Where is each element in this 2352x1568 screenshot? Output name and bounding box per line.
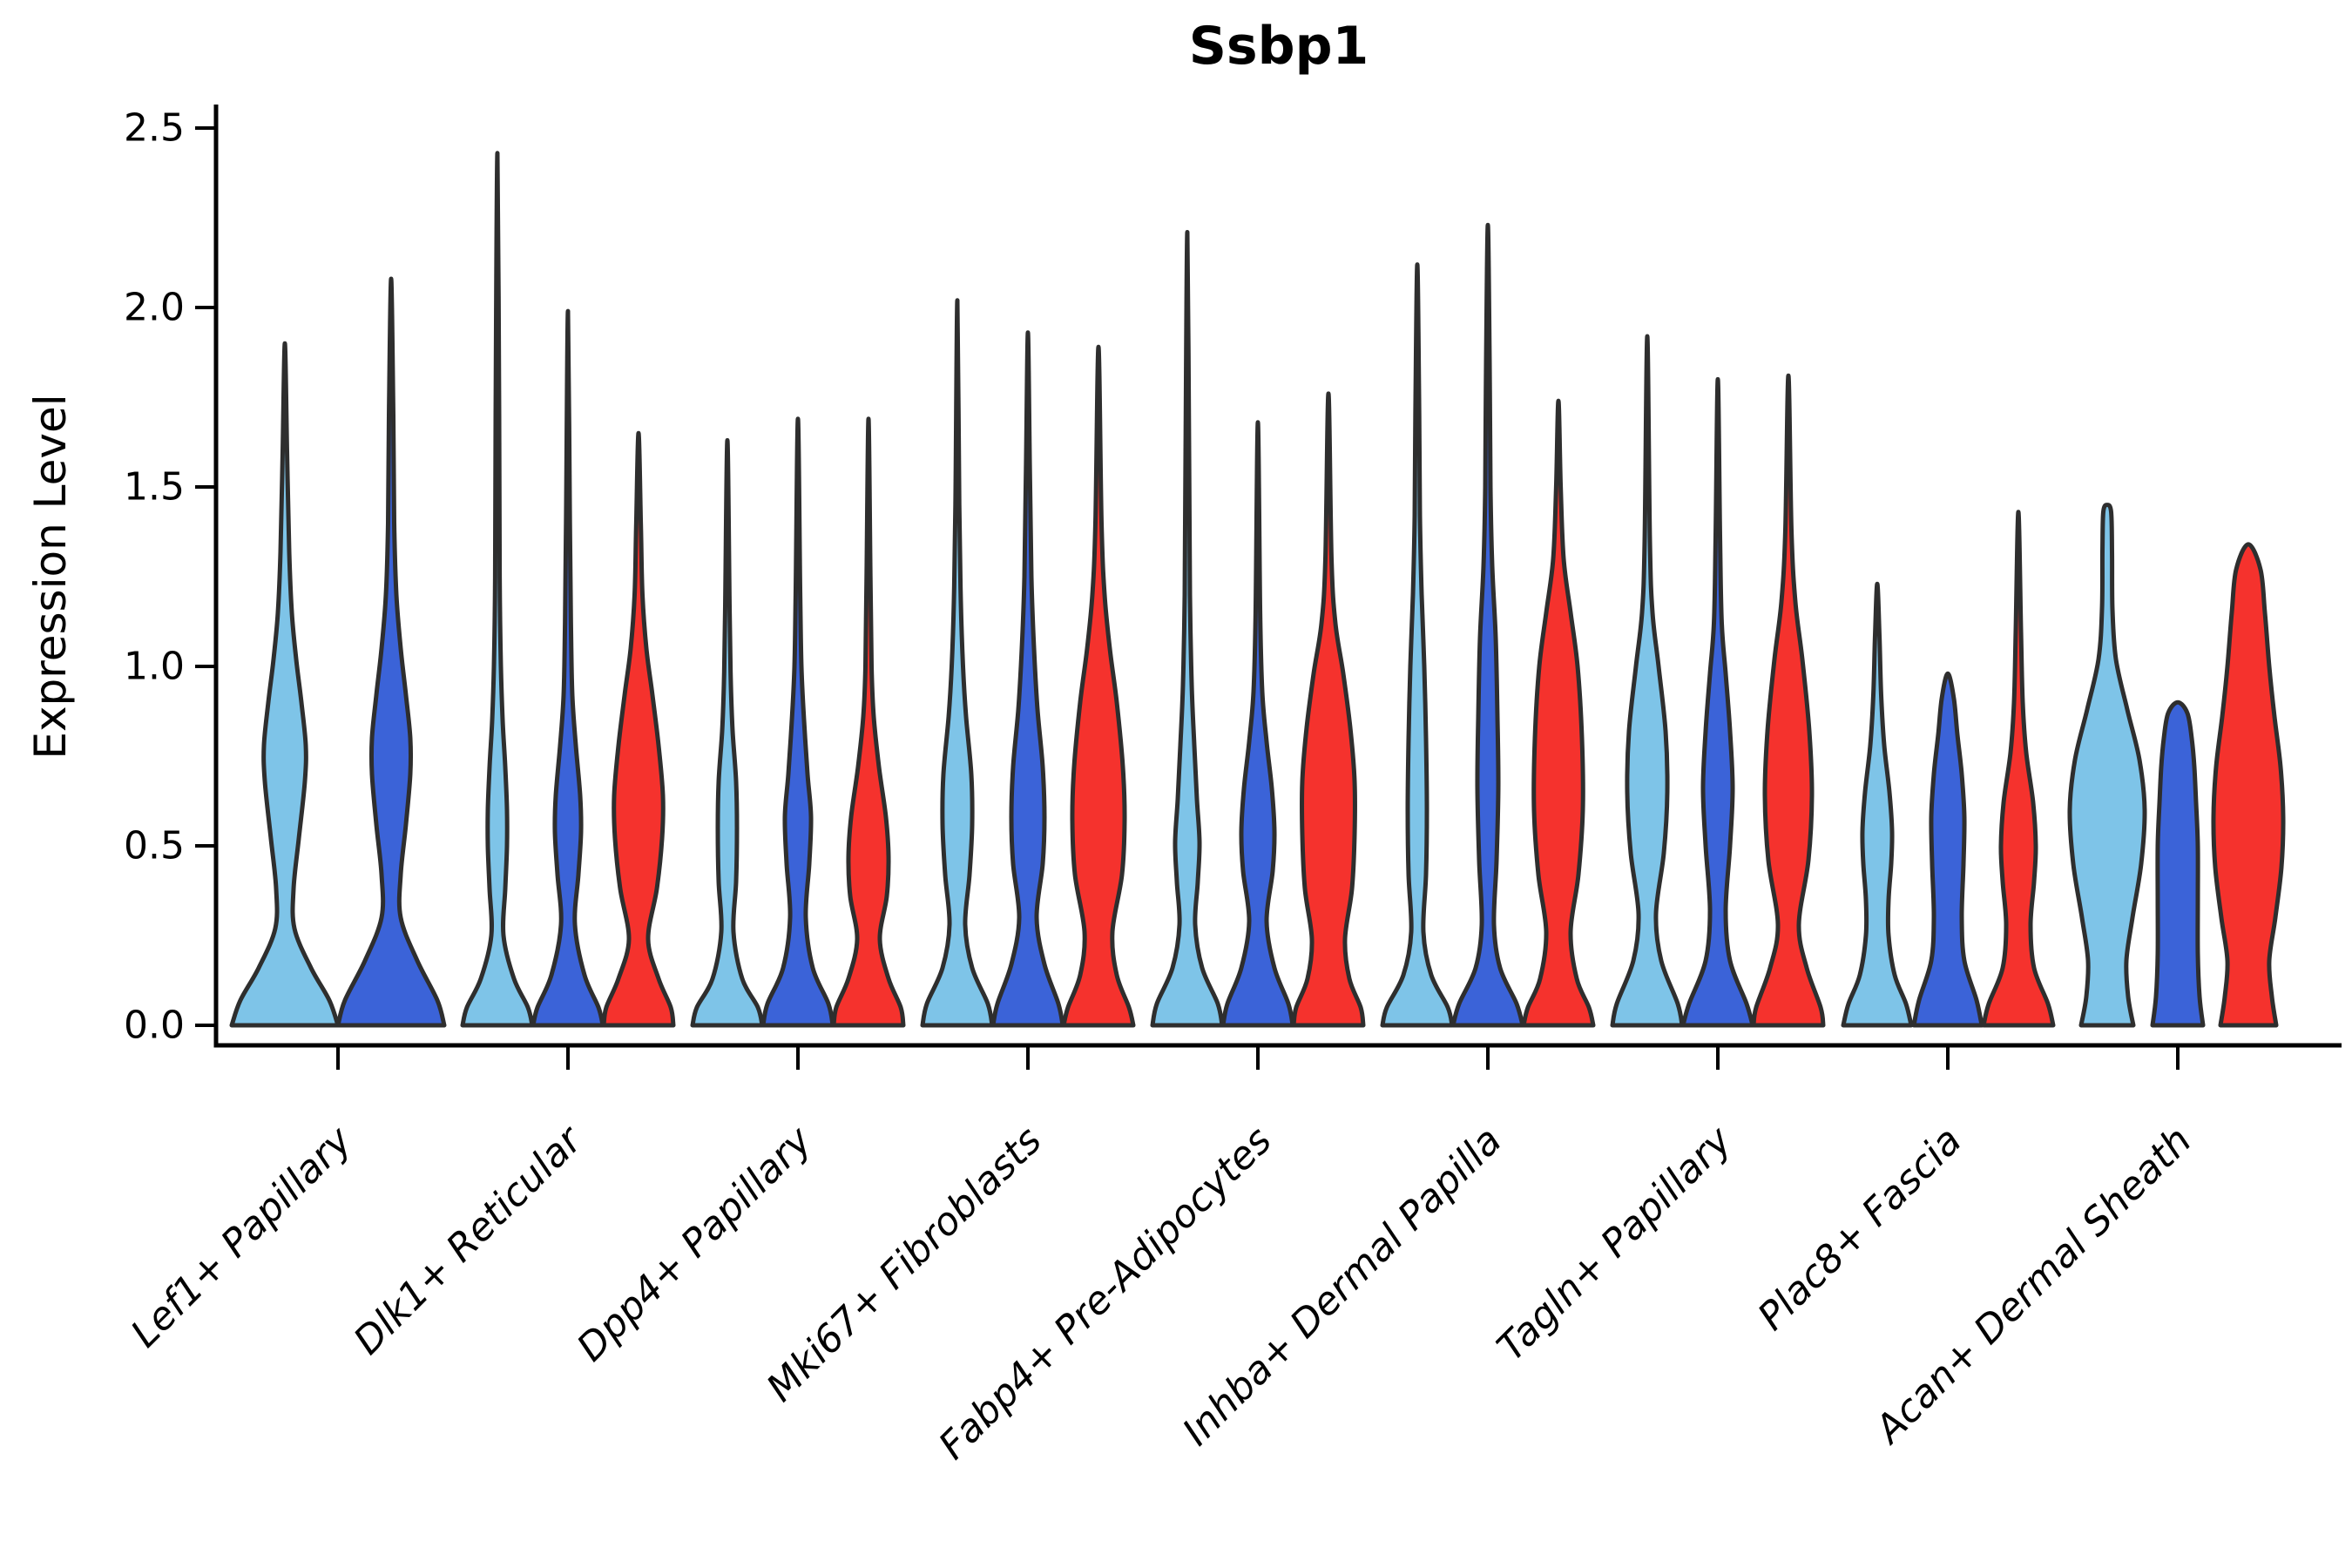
violin-2-red [831,416,906,1028]
violin-0-dark_blue [335,276,447,1028]
violin-4-dark_blue [1220,420,1295,1028]
violin-1-light_blue [460,151,535,1028]
violin-6-red [1751,373,1826,1028]
violin-4-light_blue [1150,230,1225,1028]
y-tick-label: 1.0 [124,645,185,689]
chart-title: Ssbp1 [1188,16,1369,77]
violin-5-dark_blue [1450,222,1525,1028]
y-tick-label: 1.5 [124,465,185,510]
violin-8-red [2211,542,2286,1028]
violin-6-dark_blue [1680,376,1755,1028]
violin-6-light_blue [1610,334,1685,1028]
x-tick-label-0: Lef1+ Papillary [123,1118,362,1356]
violin-7-light_blue [1841,581,1914,1028]
violin-7-dark_blue [1911,671,1984,1028]
y-tick-label: 0.5 [124,824,185,868]
violin-0-light_blue [229,341,341,1028]
x-tick-label-2: Dpp4+ Papillary [569,1118,821,1370]
violin-3-dark_blue [990,330,1065,1028]
violin-2-dark_blue [760,416,835,1028]
violin-4-red [1291,391,1366,1028]
y-tick-label: 2.5 [124,106,185,151]
violin-3-light_blue [920,298,995,1028]
violin-7-red [1981,510,2056,1028]
x-tick-label-1: Dlk1+ Reticular [345,1117,591,1363]
x-tick-label-6: Tagln+ Papillary [1489,1118,1740,1369]
y-tick-label: 2.0 [124,286,185,330]
violin-8-light_blue [2067,503,2147,1028]
violin-5-light_blue [1380,262,1455,1028]
x-tick-label-7: Plac8+ Fascia [1749,1119,1970,1339]
violin-8-dark_blue [2150,700,2206,1028]
violin-1-red [601,430,676,1028]
violin-2-light_blue [690,437,765,1028]
violin-1-dark_blue [531,308,605,1028]
y-tick-label: 0.0 [124,1004,185,1048]
violin-5-red [1521,398,1596,1028]
violin-3-red [1061,344,1136,1028]
